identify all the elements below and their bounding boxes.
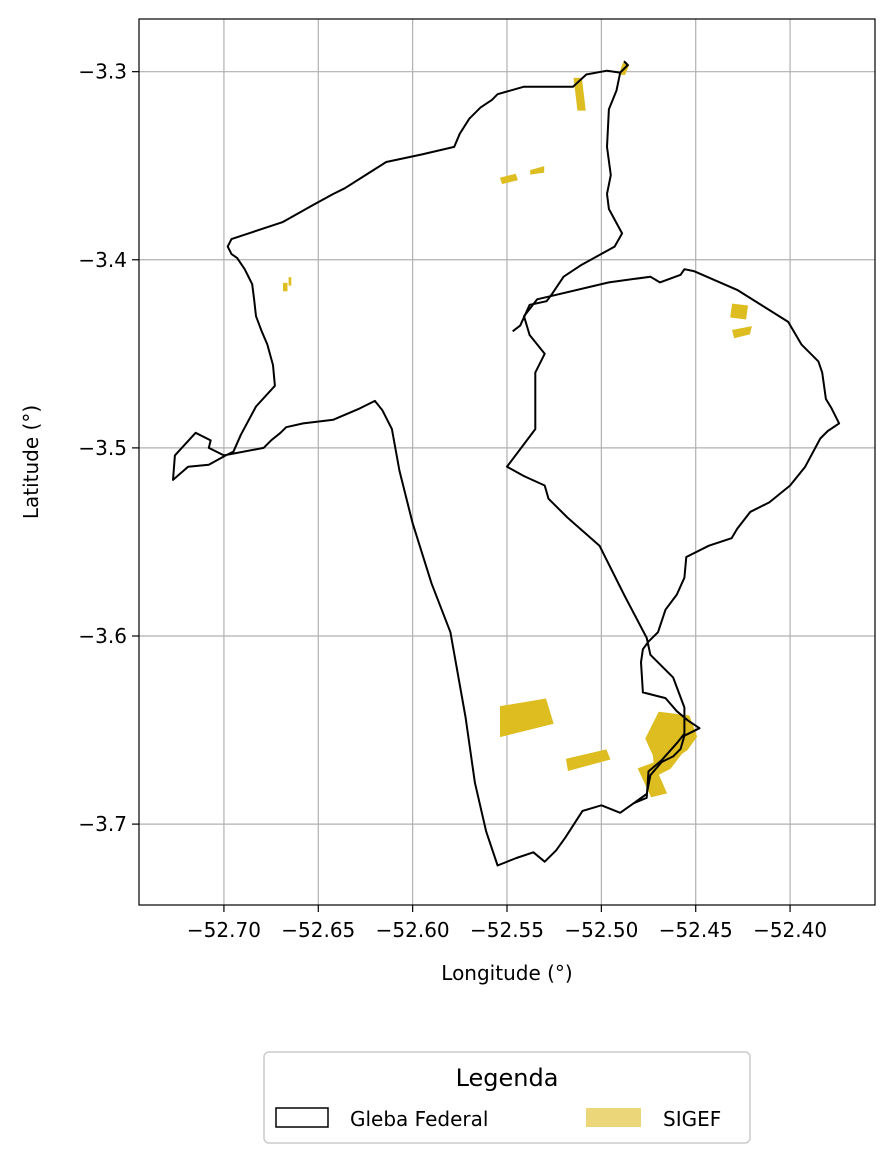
- legend-swatch-gleba-federal: [275, 1107, 329, 1128]
- legend: Legenda Gleba Federal SIGEF: [263, 1051, 751, 1144]
- y-axis-label: Latitude (°): [19, 405, 43, 519]
- gleba-federal-boundary: [172, 60, 841, 867]
- y-tick-label: −3.3: [78, 60, 127, 84]
- y-tick-label: −3.7: [78, 812, 127, 836]
- legend-label-sigef: SIGEF: [663, 1107, 721, 1131]
- x-tick-label: −52.45: [659, 918, 733, 942]
- x-axis-label: Longitude (°): [441, 961, 572, 985]
- gleba-federal-layer: [172, 60, 841, 867]
- sigef-parcel: [565, 749, 611, 772]
- sigef-parcel: [288, 277, 292, 286]
- y-tick-label: −3.5: [78, 436, 127, 460]
- sigef-parcel: [530, 166, 545, 175]
- x-tick-label: −52.40: [753, 918, 827, 942]
- sigef-parcel: [499, 173, 518, 185]
- gleba-federal-boundary-inlet: [512, 60, 629, 333]
- sigef-parcel: [732, 326, 752, 339]
- legend-swatch-sigef: [586, 1108, 641, 1127]
- sigef-parcel: [573, 77, 586, 111]
- grid-lines: [139, 19, 875, 905]
- sigef-parcel: [499, 698, 554, 738]
- legend-label-gleba-federal: Gleba Federal: [350, 1107, 488, 1131]
- x-tick-label: −52.50: [564, 918, 638, 942]
- x-tick-label: −52.60: [376, 918, 450, 942]
- x-axis-ticks: −52.70 −52.65 −52.60 −52.55 −52.50 −52.45 −52.…: [187, 905, 827, 942]
- y-tick-label: −3.6: [78, 624, 127, 648]
- sigef-parcels-layer: [282, 62, 752, 798]
- x-tick-label: −52.55: [470, 918, 544, 942]
- y-axis-ticks: −3.3 −3.4 −3.5 −3.6 −3.7: [78, 60, 139, 836]
- x-tick-label: −52.70: [187, 918, 261, 942]
- legend-title: Legenda: [456, 1064, 559, 1092]
- y-tick-label: −3.4: [78, 248, 127, 272]
- sigef-parcel: [730, 303, 749, 320]
- x-tick-label: −52.65: [281, 918, 355, 942]
- sigef-parcel: [282, 282, 288, 292]
